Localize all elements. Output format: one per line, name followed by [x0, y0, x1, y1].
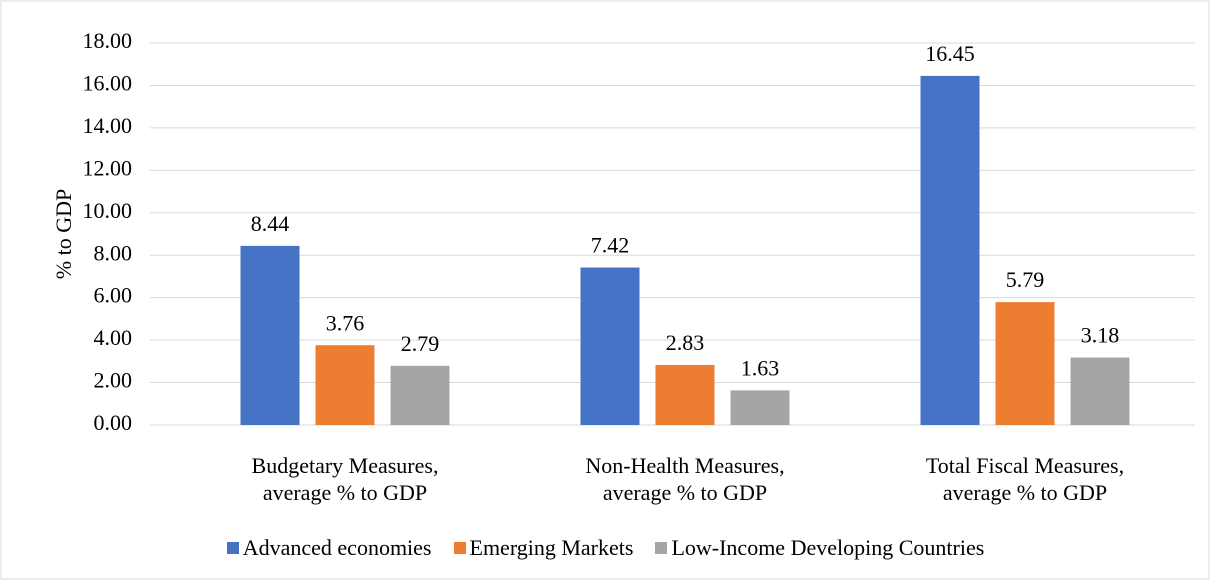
legend-swatch — [226, 542, 239, 554]
y-tick-label: 0.00 — [94, 410, 133, 435]
legend-label: Emerging Markets — [469, 535, 634, 560]
data-label: 5.79 — [1006, 267, 1045, 292]
x-tick-label: Budgetary Measures, average % to GDP — [251, 453, 439, 505]
y-axis-label: % to GDP — [51, 189, 76, 279]
legend-swatch — [453, 542, 466, 554]
bar — [655, 364, 715, 425]
legend-item: Emerging Markets — [453, 535, 634, 561]
data-label: 16.45 — [925, 41, 975, 66]
bar — [315, 345, 375, 425]
y-tick-label: 10.00 — [83, 198, 133, 223]
data-label: 8.44 — [251, 211, 290, 236]
x-tick-label: Total Fiscal Measures, average % to GDP — [925, 453, 1125, 505]
bar — [390, 365, 450, 425]
y-tick-label: 14.00 — [83, 113, 133, 138]
legend-label: Advanced economies — [242, 535, 432, 560]
bar — [920, 75, 980, 426]
data-label: 2.83 — [666, 330, 705, 355]
bar — [1070, 357, 1130, 425]
legend-swatch — [655, 542, 668, 554]
bar — [240, 245, 300, 425]
legend-item: Low-Income Developing Countries — [655, 535, 984, 561]
x-tick-label: Non-Health Measures, average % to GDP — [585, 453, 785, 505]
y-tick-label: 6.00 — [94, 283, 133, 308]
data-label: 3.18 — [1081, 323, 1120, 348]
y-tick-label: 12.00 — [83, 155, 133, 180]
y-tick-label: 8.00 — [94, 240, 133, 265]
data-label: 3.76 — [326, 310, 365, 335]
legend-item: Advanced economies — [226, 535, 432, 561]
bar — [995, 302, 1055, 425]
y-tick-label: 18.00 — [83, 28, 133, 53]
data-label: 2.79 — [401, 331, 440, 356]
legend-label: Low-Income Developing Countries — [671, 535, 985, 560]
bar — [730, 390, 790, 425]
y-tick-label: 4.00 — [94, 325, 133, 350]
data-label: 7.42 — [591, 233, 630, 258]
legend: Advanced economies Emerging Markets Low-In… — [0, 535, 1211, 561]
data-label: 1.63 — [741, 355, 780, 380]
bar — [580, 267, 640, 425]
y-tick-label: 2.00 — [94, 368, 133, 393]
y-tick-label: 16.00 — [83, 70, 133, 95]
